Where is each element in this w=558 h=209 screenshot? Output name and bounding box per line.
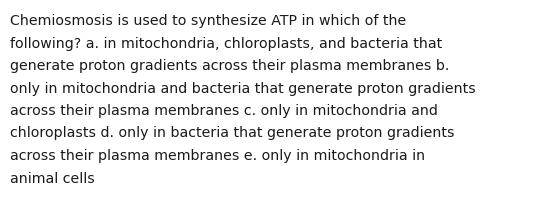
Text: Chemiosmosis is used to synthesize ATP in which of the: Chemiosmosis is used to synthesize ATP i… (10, 14, 406, 28)
Text: following? a. in mitochondria, chloroplasts, and bacteria that: following? a. in mitochondria, chloropla… (10, 37, 442, 51)
Text: only in mitochondria and bacteria that generate proton gradients: only in mitochondria and bacteria that g… (10, 82, 476, 96)
Text: across their plasma membranes e. only in mitochondria in: across their plasma membranes e. only in… (10, 149, 425, 163)
Text: chloroplasts d. only in bacteria that generate proton gradients: chloroplasts d. only in bacteria that ge… (10, 126, 455, 140)
Text: across their plasma membranes c. only in mitochondria and: across their plasma membranes c. only in… (10, 104, 438, 118)
Text: animal cells: animal cells (10, 172, 95, 186)
Text: generate proton gradients across their plasma membranes b.: generate proton gradients across their p… (10, 59, 449, 73)
